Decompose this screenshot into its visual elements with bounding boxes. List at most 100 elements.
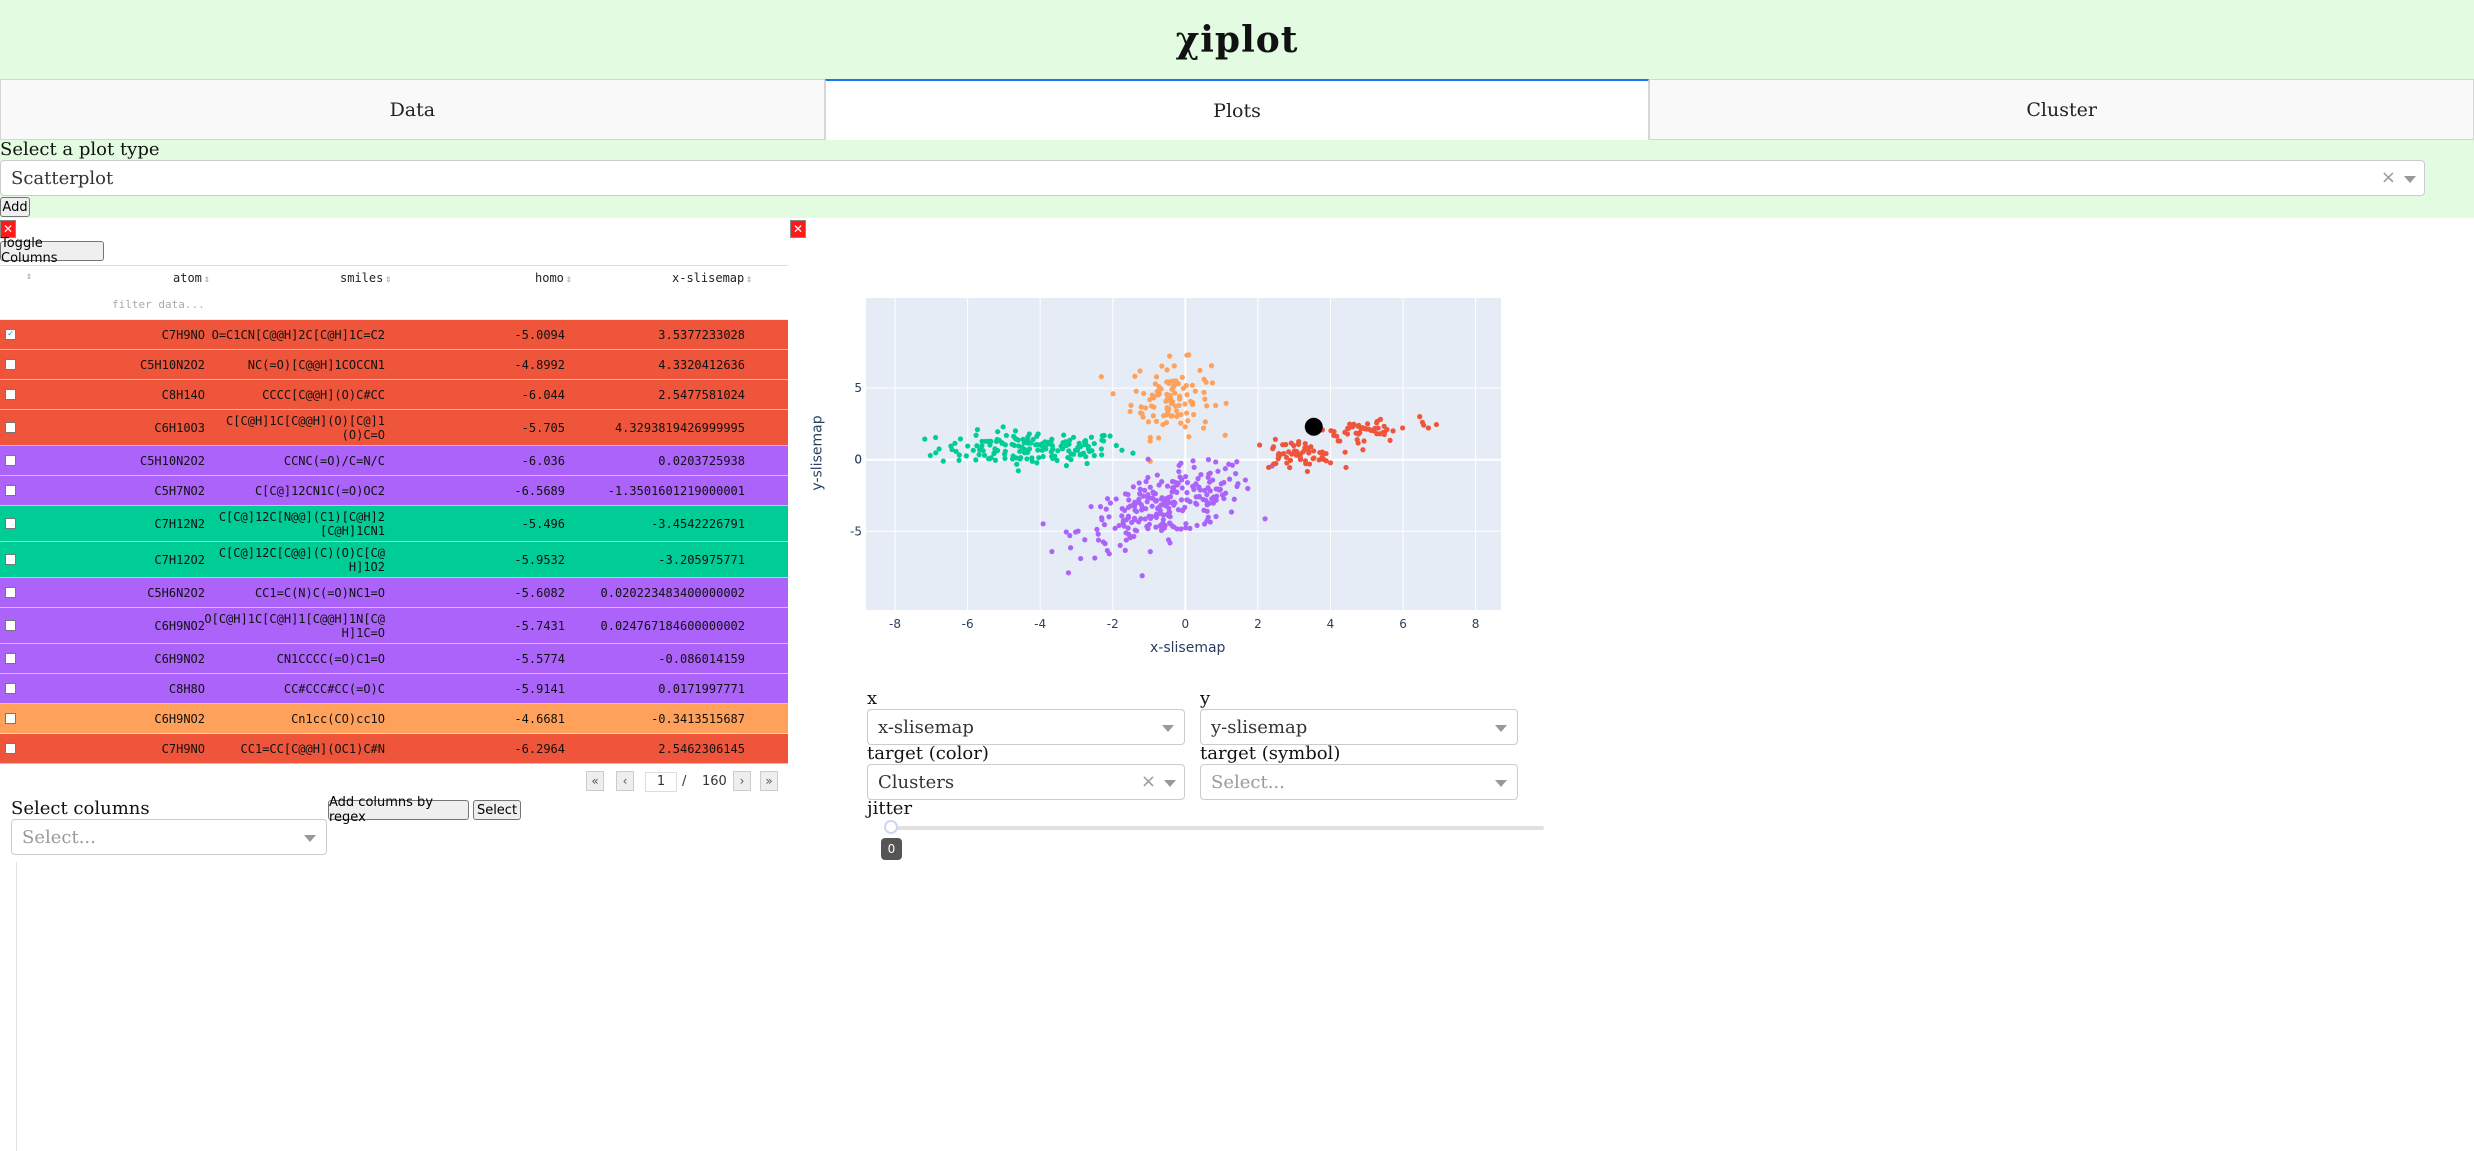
scatter-point <box>1067 545 1074 551</box>
add-plot-button[interactable]: Add <box>0 197 30 217</box>
jitter-slider-track[interactable] <box>890 826 1544 830</box>
plot-type-dropdown[interactable]: Scatterplot × <box>0 160 2425 196</box>
column-header-homo[interactable]: homo ⇕ <box>535 271 572 285</box>
homo-cell: -6.2964 <box>514 741 565 756</box>
scatter-point <box>1206 471 1212 477</box>
select-columns-label: Select columns <box>11 798 150 819</box>
y-tick-label: -5 <box>850 524 862 538</box>
prev-page-button[interactable]: ‹ <box>616 771 634 791</box>
atom-cell: C6H10O3 <box>154 420 205 435</box>
next-page-button[interactable]: › <box>733 771 751 791</box>
clear-icon[interactable]: × <box>2380 167 2396 188</box>
scatter-point <box>1167 520 1173 526</box>
table-row[interactable]: C8H14O CCCC[C@@H](O)C#CC -6.044 2.547758102… <box>0 380 788 410</box>
select-column-sort-icon[interactable]: ⇕ <box>26 271 33 282</box>
atom-cell: C7H12N2 <box>154 516 205 531</box>
table-row[interactable]: C7H12N2 C[C@]12C[N@@](C1)[C@H]2 [C@H]1CN1… <box>0 506 788 542</box>
scatter-point <box>1078 555 1084 562</box>
table-row[interactable]: C5H10N2O2 NC(=O)[C@@H]1COCCN1 -4.8992 4.332… <box>0 350 788 380</box>
x-dropdown[interactable]: x-slisemap <box>867 709 1185 745</box>
row-checkbox[interactable] <box>5 389 16 400</box>
table-row[interactable]: C8H8O CC#CCC#CC(=O)C -5.9141 0.0171997771 <box>0 674 788 704</box>
scatter-point <box>1183 382 1189 389</box>
table-row[interactable]: C5H6N2O2 CC1=C(N)C(=O)NC1=O -5.6082 0.02022… <box>0 578 788 608</box>
scatter-point <box>1356 422 1362 428</box>
table-row[interactable]: C6H10O3 C[C@H]1C[C@@H](O)[C@]1 (O)C=O -5.7… <box>0 410 788 446</box>
scatter-plot[interactable]: -8 -6 -4 -2 0 2 4 6 8 -5 0 5 0 <box>0 280 2474 960</box>
scatter-point <box>1085 444 1092 450</box>
scatter-point <box>1234 459 1240 465</box>
x-slisemap-cell: 4.3293819426999995 <box>614 420 745 435</box>
tab-data[interactable]: Data <box>0 79 825 140</box>
table-row[interactable]: ✓ C7H9NO O=C1CN[C@@H]2C[C@H]1C=C2 -5.0094 3.… <box>0 320 788 350</box>
row-checkbox[interactable] <box>5 620 16 631</box>
jitter-slider-handle[interactable] <box>884 820 898 834</box>
chevron-down-icon[interactable] <box>1495 780 1507 787</box>
scatter-point <box>1203 497 1209 503</box>
first-page-button[interactable]: « <box>586 771 604 791</box>
select-columns-dropdown[interactable]: Select... <box>11 819 327 855</box>
chevron-down-icon[interactable] <box>1162 725 1174 732</box>
toggle-columns-button[interactable]: Toggle Columns <box>0 236 104 266</box>
tab-plots[interactable]: Plots <box>824 79 1650 140</box>
table-row[interactable]: C6H9NO2 O[C@H]1C[C@H]1[C@@H]1N[C@ H]1C=O -… <box>0 608 788 644</box>
row-checkbox[interactable] <box>5 653 16 664</box>
row-checkbox[interactable] <box>5 554 16 565</box>
scatter-point <box>970 447 976 453</box>
color-target-dropdown[interactable]: Clusters × <box>867 764 1185 800</box>
close-icon[interactable]: ✕ <box>0 220 16 238</box>
clear-icon[interactable]: × <box>1140 771 1156 792</box>
scatter-point <box>979 443 985 449</box>
table-row[interactable]: C5H7NO2 C[C@]12CN1C(=O)OC2 -6.5689 -1.35016… <box>0 476 788 506</box>
scatter-point <box>1153 524 1159 530</box>
scatter-point <box>965 443 971 449</box>
scatter-point <box>1164 511 1171 517</box>
row-checkbox[interactable]: ✓ <box>5 329 16 340</box>
scatter-point <box>1055 448 1061 454</box>
scatter-point <box>1190 458 1196 464</box>
tab-cluster[interactable]: Cluster <box>1649 79 2474 140</box>
row-checkbox[interactable] <box>5 587 16 598</box>
row-checkbox[interactable] <box>5 518 16 529</box>
homo-cell: -5.705 <box>521 420 565 435</box>
chevron-down-icon[interactable] <box>304 835 316 842</box>
x-tick-label: -4 <box>1034 617 1046 631</box>
row-checkbox[interactable] <box>5 455 16 466</box>
row-checkbox[interactable] <box>5 683 16 694</box>
scatter-point <box>1015 468 1021 474</box>
x-slisemap-cell: -3.4542226791 <box>651 516 745 531</box>
chevron-down-icon[interactable] <box>2404 176 2416 183</box>
table-row[interactable]: C7H9NO CC1=CC[C@@H](OC1)C#N -6.2964 2.54623… <box>0 734 788 764</box>
last-page-button[interactable]: » <box>760 771 778 791</box>
page-input[interactable]: 1 <box>645 772 677 792</box>
app-title: χiplot <box>1175 18 1299 61</box>
chevron-down-icon[interactable] <box>1164 780 1176 787</box>
table-row[interactable]: C7H12O2 C[C@]12C[C@@](C)(O)C[C@ H]1O2 -5.9… <box>0 542 788 578</box>
scatter-point <box>1207 488 1213 494</box>
column-header-atom[interactable]: atom ⇕ <box>173 271 210 285</box>
column-header-smiles[interactable]: smiles ⇕ <box>340 271 392 285</box>
row-checkbox[interactable] <box>5 359 16 370</box>
scatter-point <box>956 457 962 463</box>
table-row[interactable]: C6H9NO2 CN1CCCC(=O)C1=O -5.5774 -0.08601415… <box>0 644 788 674</box>
row-checkbox[interactable] <box>5 422 16 433</box>
symbol-target-dropdown[interactable]: Select... <box>1200 764 1518 800</box>
smiles-cell: CN1CCCC(=O)C1=O <box>276 651 385 666</box>
row-checkbox[interactable] <box>5 713 16 724</box>
scatter-point <box>1164 412 1170 418</box>
close-icon[interactable]: ✕ <box>790 220 806 238</box>
row-checkbox[interactable] <box>5 485 16 496</box>
scatter-point <box>1351 421 1357 427</box>
column-header-x-slisemap[interactable]: x-slisemap ⇕ <box>672 271 753 285</box>
table-row[interactable]: C6H9NO2 Cn1cc(CO)cc1O -4.6681 -0.3413515687 <box>0 704 788 734</box>
table-row[interactable]: C5H10N2O2 CCNC(=O)/C=N/C -6.036 0.020372593… <box>0 446 788 476</box>
filter-input-atom[interactable]: filter data... <box>112 298 205 311</box>
scatter-point <box>1149 495 1155 501</box>
scatter-point <box>1026 446 1033 452</box>
row-checkbox[interactable] <box>5 743 16 754</box>
scatter-point <box>1157 510 1163 516</box>
select-button[interactable]: Select <box>473 800 521 820</box>
y-dropdown[interactable]: y-slisemap <box>1200 709 1518 745</box>
chevron-down-icon[interactable] <box>1495 725 1507 732</box>
scatter-point <box>1116 522 1122 529</box>
